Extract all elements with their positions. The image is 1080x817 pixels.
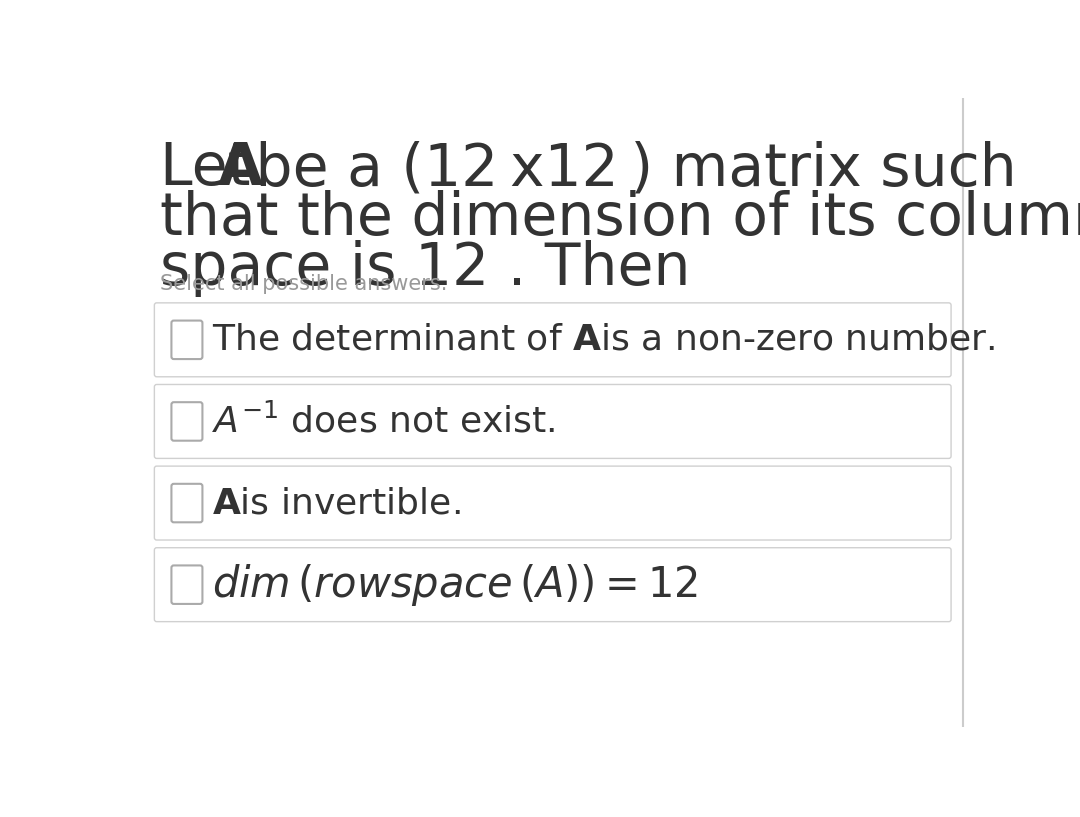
Text: Select all possible answers.: Select all possible answers.: [160, 275, 447, 294]
FancyBboxPatch shape: [172, 320, 202, 359]
Text: space is 12 . Then: space is 12 . Then: [160, 240, 690, 297]
Text: $\mathbf{A}$is invertible.: $\mathbf{A}$is invertible.: [213, 486, 461, 520]
FancyBboxPatch shape: [172, 565, 202, 604]
FancyBboxPatch shape: [154, 303, 951, 377]
FancyBboxPatch shape: [154, 547, 951, 622]
FancyBboxPatch shape: [172, 402, 202, 440]
FancyBboxPatch shape: [172, 484, 202, 522]
Text: $A^{-1}$ does not exist.: $A^{-1}$ does not exist.: [213, 404, 556, 440]
Text: be a (12 x12 ) matrix such: be a (12 x12 ) matrix such: [238, 141, 1017, 198]
Text: A: A: [218, 141, 264, 198]
Text: that the dimension of its column: that the dimension of its column: [160, 190, 1080, 248]
FancyBboxPatch shape: [154, 467, 951, 540]
Text: The determinant of $\mathbf{A}$is a non-zero number.: The determinant of $\mathbf{A}$is a non-…: [213, 323, 996, 357]
FancyBboxPatch shape: [154, 385, 951, 458]
Text: $\mathit{dim}\,(\mathit{rowspace}\,(A)) = 12$: $\mathit{dim}\,(\mathit{rowspace}\,(A)) …: [213, 561, 699, 608]
Text: Let: Let: [160, 141, 269, 198]
